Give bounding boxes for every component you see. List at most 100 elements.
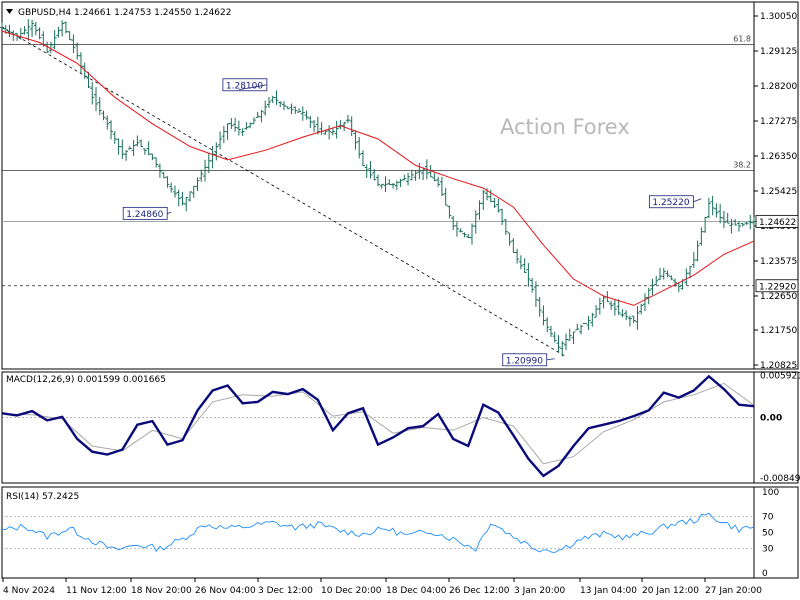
price-bar bbox=[60, 20, 65, 37]
price-bar bbox=[56, 26, 61, 38]
price-bar bbox=[112, 131, 117, 144]
price-bar bbox=[507, 232, 512, 246]
rsi-y-tick-label: 70 bbox=[762, 512, 774, 522]
price-bar bbox=[541, 305, 546, 326]
price-bar bbox=[699, 227, 704, 246]
price-bar bbox=[620, 309, 625, 318]
header-dropdown-icon bbox=[6, 9, 13, 14]
price-bar bbox=[312, 120, 317, 132]
time-axis-tick-label: 13 Jan 04:00 bbox=[580, 586, 637, 596]
price-bar bbox=[413, 170, 418, 181]
price-bar bbox=[586, 315, 591, 331]
price-bar bbox=[470, 223, 474, 245]
price-panel: 1.30050 1.29125 1.28200 1.27275 1.26350 1.254… bbox=[0, 1, 799, 371]
price-y-tick-label: 1.22650 bbox=[760, 292, 797, 302]
price-bar bbox=[259, 110, 264, 123]
rsi-y-tick-label: 30 bbox=[762, 545, 774, 555]
price-bar bbox=[285, 106, 290, 110]
price-annotation-connector bbox=[167, 211, 172, 214]
macd-y-tick-label: 0.005921 bbox=[760, 371, 800, 381]
price-bar bbox=[447, 205, 452, 219]
price-bar bbox=[409, 169, 414, 181]
price-bar bbox=[511, 238, 516, 253]
price-bar bbox=[721, 210, 726, 229]
price-y-tick-label: 1.28200 bbox=[760, 82, 797, 92]
price-bar bbox=[639, 303, 644, 315]
price-bar bbox=[282, 101, 286, 111]
time-axis-tick-label: 27 Jan 20:00 bbox=[705, 586, 762, 596]
price-bar bbox=[364, 164, 369, 178]
price-bar bbox=[146, 141, 151, 156]
price-bar bbox=[71, 34, 76, 54]
macd-panel: 0.005921 0.00 -0.00849 bbox=[1, 371, 800, 484]
price-bar bbox=[368, 161, 373, 179]
price-bar bbox=[752, 216, 756, 229]
price-bar bbox=[22, 26, 27, 35]
macd-signal-line bbox=[1, 382, 755, 465]
price-annotation-label: 1.25220 bbox=[652, 198, 689, 208]
macd-y-tick-label: 0.00 bbox=[760, 414, 782, 424]
price-bar bbox=[293, 106, 298, 114]
price-bar bbox=[665, 270, 670, 278]
price-bar bbox=[492, 197, 497, 208]
price-bar bbox=[52, 30, 57, 50]
price-bar bbox=[172, 185, 177, 198]
price-bar bbox=[718, 203, 723, 224]
price-bar bbox=[236, 120, 241, 136]
time-axis-tick-label: 11 Nov 12:00 bbox=[66, 586, 127, 596]
price-bar bbox=[688, 266, 693, 279]
price-bar bbox=[466, 233, 471, 239]
price-bar bbox=[740, 222, 745, 227]
macd-y-tick-label: -0.00849 bbox=[760, 474, 800, 484]
price-bar bbox=[105, 115, 110, 130]
price-bar bbox=[564, 333, 568, 351]
price-bar bbox=[75, 42, 80, 60]
price-bar bbox=[552, 331, 557, 343]
price-y-tick-label: 1.20825 bbox=[760, 361, 797, 371]
time-axis-tick-label: 26 Nov 04:00 bbox=[195, 586, 256, 596]
price-bar bbox=[646, 287, 651, 305]
time-axis-tick-label: 26 Dec 12:00 bbox=[449, 586, 510, 596]
price-bar bbox=[376, 174, 380, 187]
price-bar bbox=[631, 315, 636, 324]
time-axis-tick-label: 18 Dec 04:00 bbox=[386, 586, 447, 596]
price-bar bbox=[330, 128, 335, 136]
price-bar bbox=[616, 299, 621, 315]
price-bar bbox=[218, 131, 223, 150]
price-panel-border bbox=[1, 1, 799, 370]
price-bar bbox=[240, 128, 245, 136]
price-annotation-label: 1.24860 bbox=[126, 210, 163, 220]
price-bar bbox=[255, 111, 260, 118]
price-bar bbox=[515, 248, 520, 264]
price-bar bbox=[266, 97, 271, 108]
price-bar bbox=[402, 174, 407, 181]
price-bar bbox=[199, 169, 204, 182]
price-bar bbox=[654, 275, 659, 286]
price-bar bbox=[48, 41, 53, 54]
price-y-tick-label: 1.27275 bbox=[760, 117, 797, 127]
price-bar bbox=[308, 116, 313, 129]
price-bar bbox=[436, 176, 441, 187]
price-bar bbox=[165, 176, 170, 188]
price-y-tick-label: 1.23575 bbox=[760, 257, 797, 267]
price-bar bbox=[263, 100, 268, 116]
price-bar bbox=[518, 255, 523, 270]
price-bar bbox=[575, 323, 580, 331]
price-bar bbox=[458, 228, 463, 233]
price-bar bbox=[560, 341, 565, 357]
price-bar bbox=[601, 295, 606, 309]
price-bar bbox=[421, 168, 426, 181]
price-bar bbox=[78, 52, 83, 74]
price-bar bbox=[473, 210, 478, 234]
price-bar bbox=[0, 22, 4, 29]
price-bar bbox=[379, 183, 384, 189]
price-bar bbox=[725, 212, 730, 224]
support-price-tag bbox=[755, 279, 799, 293]
price-bar bbox=[691, 252, 696, 269]
price-bar bbox=[533, 281, 538, 307]
price-bar bbox=[349, 116, 354, 137]
price-bar bbox=[300, 106, 305, 121]
price-bar bbox=[248, 122, 253, 129]
price-bar bbox=[545, 317, 550, 333]
price-bar bbox=[744, 222, 749, 225]
